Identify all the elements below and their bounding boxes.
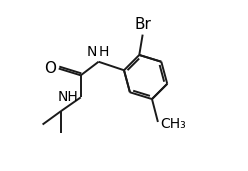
Text: NH: NH [58,90,79,104]
Text: O: O [44,61,56,76]
Text: H: H [99,45,109,59]
Text: CH₃: CH₃ [160,117,186,131]
Text: N: N [87,45,97,59]
Text: Br: Br [134,17,151,32]
